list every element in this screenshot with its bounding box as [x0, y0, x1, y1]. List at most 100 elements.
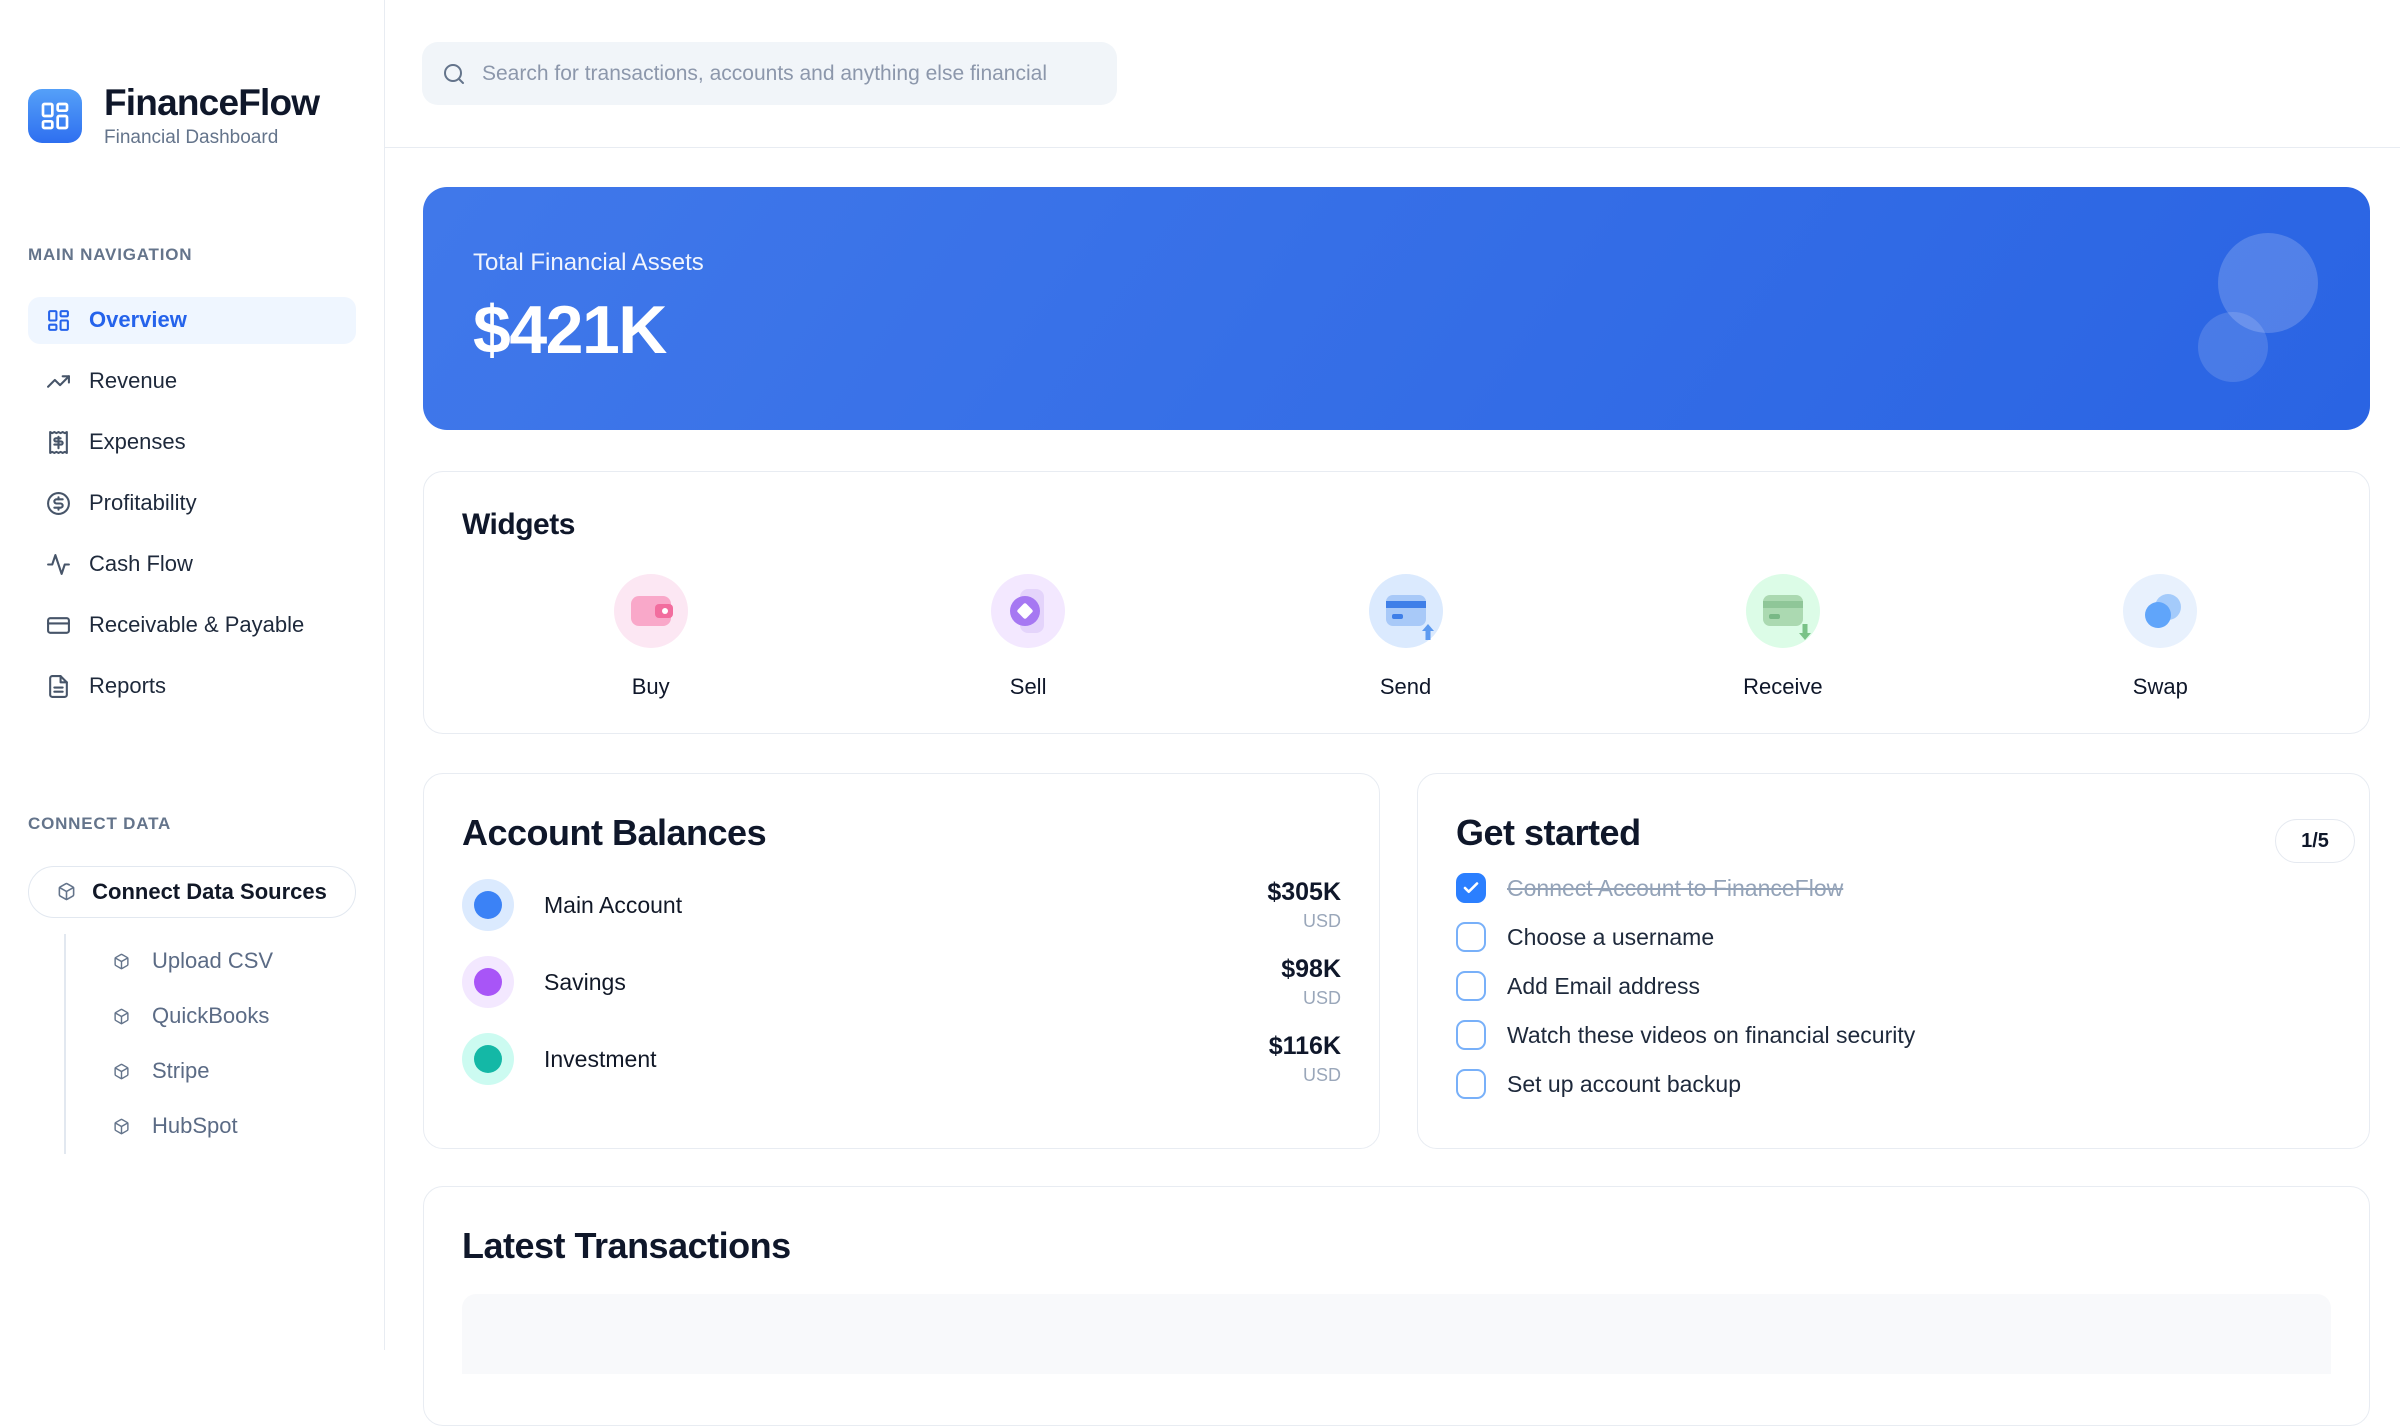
widget-label: Receive [1743, 674, 1823, 699]
account-dot-icon [462, 879, 514, 931]
account-balances-title: Account Balances [462, 812, 767, 853]
app-logo-icon [28, 89, 82, 144]
receive-button[interactable]: Receive [1594, 574, 1971, 700]
main-content: Total Financial Assets $421K Widgets Buy [385, 0, 2400, 1426]
task-label: Connect Account to FinanceFlow [1507, 874, 1844, 901]
swap-circles-icon [2123, 574, 2198, 648]
card-arrow-up-icon [1368, 574, 1443, 648]
checkbox-checked-icon[interactable] [1456, 873, 1486, 903]
balance-row-savings: Savings $98K USD [462, 955, 1341, 1008]
sidebar-item-expenses[interactable]: Expenses [28, 419, 356, 466]
checkbox-icon[interactable] [1456, 1020, 1486, 1050]
total-assets-card: Total Financial Assets $421K [423, 187, 2370, 430]
card-arrow-down-icon [1745, 574, 1820, 648]
search-icon [444, 63, 464, 84]
sidebar-item-revenue[interactable]: Revenue [28, 358, 356, 405]
sidebar-item-label: Receivable & Payable [89, 612, 305, 638]
sidebar-item-profitability[interactable]: Profitability [28, 480, 356, 527]
connect-data-sources-button[interactable]: Connect Data Sources [28, 865, 356, 918]
sidebar-item-receivable-payable[interactable]: Receivable & Payable [28, 602, 356, 649]
account-amount: $116K [1268, 1032, 1341, 1060]
credit-card-icon [47, 617, 70, 634]
task-label: Add Email address [1507, 972, 1701, 999]
task-add-email[interactable]: Add Email address [1456, 971, 2331, 1001]
checkbox-icon[interactable] [1456, 971, 1486, 1001]
checkbox-icon[interactable] [1456, 922, 1486, 952]
widgets-title: Widgets [462, 508, 575, 541]
connect-item-label: Stripe [152, 1058, 210, 1084]
connect-item-label: HubSpot [152, 1113, 238, 1139]
task-account-backup[interactable]: Set up account backup [1456, 1069, 2331, 1099]
decorative-circle [2218, 233, 2318, 333]
sidebar-item-label: Cash Flow [89, 551, 193, 577]
app-title: FinanceFlow [104, 82, 320, 123]
task-connect-account[interactable]: Connect Account to FinanceFlow [1456, 873, 2331, 903]
price-tag-icon [991, 574, 1066, 648]
task-label: Set up account backup [1507, 1070, 1741, 1097]
get-started-title: Get started [1456, 812, 1641, 853]
latest-transactions-card: Latest Transactions [423, 1186, 2370, 1426]
connect-sub-list: Upload CSV QuickBooks Stripe HubSpot [64, 933, 356, 1154]
app-subtitle: Financial Dashboard [104, 126, 279, 148]
section-main-navigation: MAIN NAVIGATION [28, 244, 193, 264]
search-bar[interactable] [422, 42, 1117, 105]
account-dot-icon [462, 956, 514, 1008]
total-assets-value: $421K [473, 291, 667, 368]
connect-item-label: QuickBooks [152, 1003, 270, 1029]
task-label: Watch these videos on financial security [1507, 1021, 1916, 1048]
package-icon [114, 1063, 129, 1080]
sidebar-item-label: Overview [89, 307, 187, 333]
account-amount: $98K [1281, 955, 1341, 983]
sidebar-item-reports[interactable]: Reports [28, 663, 356, 710]
dashboard-icon [41, 103, 69, 130]
package-icon [114, 1008, 129, 1025]
swap-button[interactable]: Swap [1972, 574, 2349, 700]
buy-button[interactable]: Buy [462, 574, 839, 700]
send-button[interactable]: Send [1217, 574, 1594, 700]
account-amount: $305K [1267, 878, 1341, 906]
activity-icon [47, 553, 70, 575]
sidebar-item-hubspot[interactable]: HubSpot [66, 1099, 356, 1154]
sidebar-item-overview[interactable]: Overview [28, 296, 356, 344]
task-choose-username[interactable]: Choose a username [1456, 922, 2331, 952]
sidebar-item-label: Reports [89, 673, 167, 699]
connect-item-label: Upload CSV [152, 948, 274, 974]
task-watch-videos[interactable]: Watch these videos on financial security [1456, 1020, 2331, 1050]
wallet-icon [613, 574, 688, 648]
package-icon [114, 1118, 129, 1135]
sidebar-item-label: Revenue [89, 368, 178, 394]
sidebar-item-label: Expenses [89, 429, 186, 455]
widget-label: Buy [631, 674, 670, 699]
widgets-card: Widgets Buy Sell [423, 471, 2370, 734]
widget-label: Sell [1009, 674, 1047, 699]
sidebar: FinanceFlow Financial Dashboard MAIN NAV… [0, 0, 385, 1350]
dashboard-content: Total Financial Assets $421K Widgets Buy [385, 148, 2400, 1426]
sidebar-item-upload-csv[interactable]: Upload CSV [66, 934, 356, 989]
sidebar-item-quickbooks[interactable]: QuickBooks [66, 989, 356, 1044]
account-name: Main Account [544, 891, 683, 918]
package-icon [58, 883, 75, 901]
widget-label: Swap [2132, 674, 2188, 699]
progress-badge: 1/5 [2275, 819, 2355, 863]
receipt-icon [49, 430, 68, 454]
search-input[interactable] [482, 61, 1097, 86]
topbar [385, 0, 2400, 148]
account-currency: USD [1302, 1065, 1341, 1085]
account-dot-icon [462, 1033, 514, 1085]
account-name: Investment [544, 1045, 657, 1072]
widget-label: Send [1379, 674, 1432, 699]
account-balances-card: Account Balances Main Account $305K USD [423, 773, 1380, 1149]
widget-row: Buy Sell Send [462, 574, 2349, 700]
sidebar-item-cash-flow[interactable]: Cash Flow [28, 541, 356, 588]
checkbox-icon[interactable] [1456, 1069, 1486, 1099]
sidebar-item-label: Profitability [89, 490, 197, 516]
file-text-icon [49, 674, 68, 698]
sidebar-item-stripe[interactable]: Stripe [66, 1044, 356, 1099]
sell-button[interactable]: Sell [839, 574, 1216, 700]
package-icon [114, 953, 129, 970]
trending-up-icon [47, 375, 70, 388]
latest-transactions-title: Latest Transactions [462, 1225, 791, 1266]
balance-row-investment: Investment $116K USD [462, 1032, 1341, 1085]
dashboard-icon [48, 309, 69, 331]
circle-dollar-icon [47, 491, 70, 515]
